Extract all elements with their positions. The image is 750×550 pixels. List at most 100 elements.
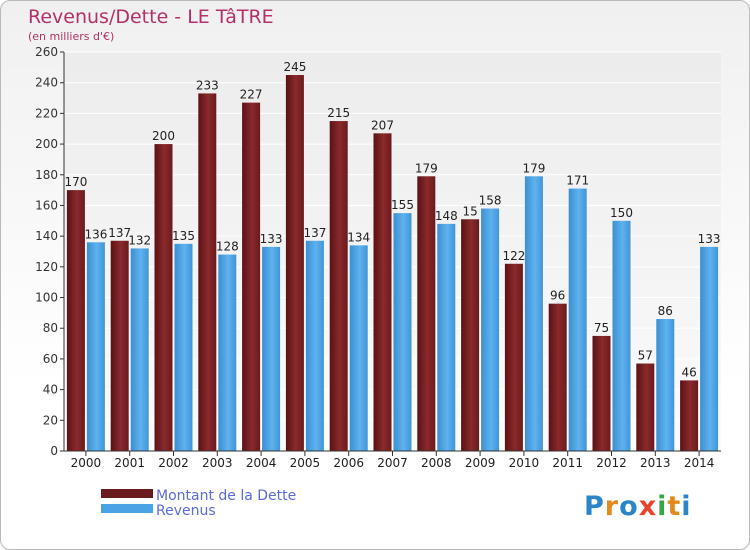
y-tick-label: 40	[43, 383, 58, 397]
y-tick-label: 60	[43, 352, 58, 366]
plot-background	[64, 52, 721, 451]
x-tick-label: 2006	[333, 456, 364, 470]
legend-label-revenus: Revenus	[156, 503, 216, 519]
x-axis: 2000 2001 2002 2003 2004 2005 2006 2007 2008 2009…	[64, 450, 721, 470]
logo-letter: r	[604, 491, 620, 522]
y-tick-label: 120	[35, 260, 58, 274]
revenus-value-label: 158	[479, 194, 502, 208]
revenus-bar	[612, 220, 631, 451]
dette-value-label: 46	[681, 365, 696, 379]
dette-bar	[680, 380, 699, 451]
revenus-bar	[481, 208, 500, 451]
revenus-bar	[86, 242, 105, 451]
dette-bar	[110, 240, 129, 451]
dette-bar	[592, 335, 611, 451]
dette-value-label: 170	[64, 175, 87, 189]
revenus-bar	[524, 176, 543, 452]
dette-value-label: 207	[371, 118, 394, 132]
dette-bar	[636, 363, 655, 451]
plot-area	[64, 52, 721, 451]
x-tick-label: 2014	[684, 456, 715, 470]
revenus-bar	[349, 245, 368, 451]
x-tick-label: 2001	[114, 456, 145, 470]
dette-bar	[242, 102, 261, 452]
revenus-value-label: 136	[84, 227, 107, 241]
revenus-value-label: 155	[391, 198, 414, 212]
revenus-value-label: 171	[566, 174, 589, 188]
y-tick-label: 260	[35, 45, 58, 59]
dette-value-label: 137	[108, 226, 131, 240]
y-tick-label: 100	[35, 291, 58, 305]
revenus-bar	[393, 213, 412, 451]
logo-letter: t	[667, 491, 682, 522]
x-tick-label: 2000	[71, 456, 102, 470]
x-tick-label: 2011	[552, 456, 583, 470]
x-tick-label: 2004	[246, 456, 277, 470]
dette-value-label: 179	[415, 161, 438, 175]
revenus-bar	[130, 248, 149, 451]
x-tick-label: 2009	[465, 456, 496, 470]
dette-value-label: 15	[462, 204, 477, 218]
grid-lines	[64, 51, 721, 452]
dette-bar	[461, 219, 480, 451]
dette-bar	[548, 303, 567, 451]
logo-letter: i	[681, 491, 692, 522]
revenus-value-label: 133	[260, 232, 283, 246]
revenus-value-label: 134	[347, 230, 370, 244]
revenus-bar	[568, 188, 587, 452]
revenus-bar	[218, 254, 237, 451]
dette-bar	[198, 93, 217, 451]
y-tick-label: 0	[50, 444, 58, 458]
dette-bar	[417, 176, 436, 452]
x-tick-label: 2010	[509, 456, 540, 470]
logo-letter: i	[657, 491, 668, 522]
dette-bar	[373, 133, 392, 452]
dette-value-label: 96	[550, 289, 565, 303]
revenus-bar	[305, 240, 324, 451]
y-tick-label: 160	[35, 198, 58, 212]
x-tick-label: 2008	[421, 456, 452, 470]
y-tick-label: 180	[35, 168, 58, 182]
x-tick-label: 2013	[640, 456, 671, 470]
revenus-bar	[700, 246, 719, 451]
revenus-value-label: 179	[522, 161, 545, 175]
x-tick-label: 2012	[596, 456, 627, 470]
y-axis: 0 20 40 60 80 100 120 140 160 180 200 220 240 260	[35, 45, 65, 458]
logo-letter: o	[619, 491, 639, 522]
legend-label-dette: Montant de la Dette	[156, 488, 296, 504]
revenus-value-label: 133	[698, 232, 721, 246]
chart-title: Revenus/Dette - LE TâTRE	[28, 6, 274, 28]
x-tick-label: 2007	[377, 456, 408, 470]
revenus-value-label: 137	[303, 226, 326, 240]
x-tick-label: 2002	[158, 456, 189, 470]
y-tick-label: 140	[35, 229, 58, 243]
x-tick-label: 2003	[202, 456, 233, 470]
dette-value-label: 122	[502, 249, 525, 263]
dette-bar	[329, 121, 348, 452]
y-tick-label: 240	[35, 76, 58, 90]
proxiti-logo: Proxiti	[584, 491, 692, 522]
revenus-bar	[262, 246, 281, 451]
revenus-value-label: 128	[216, 240, 239, 254]
revenus-value-label: 148	[435, 209, 458, 223]
dette-value-label: 57	[638, 349, 653, 363]
legend-swatch-revenus	[101, 504, 153, 513]
dette-value-label: 233	[196, 78, 219, 92]
revenus-value-label: 150	[610, 206, 633, 220]
revenus-bar	[656, 319, 675, 451]
revenus-value-label: 132	[128, 233, 151, 247]
y-tick-label: 220	[35, 106, 58, 120]
revenus-bar	[174, 243, 193, 451]
revenus-value-label: 86	[658, 304, 673, 318]
dette-value-label: 200	[152, 129, 175, 143]
x-tick-label: 2005	[290, 456, 321, 470]
dette-value-label: 245	[283, 60, 306, 74]
revenus-value-label: 135	[172, 229, 195, 243]
chart-subtitle: (en milliers d'€)	[28, 30, 115, 43]
dette-value-label: 75	[594, 321, 609, 335]
dette-bar	[154, 144, 173, 452]
